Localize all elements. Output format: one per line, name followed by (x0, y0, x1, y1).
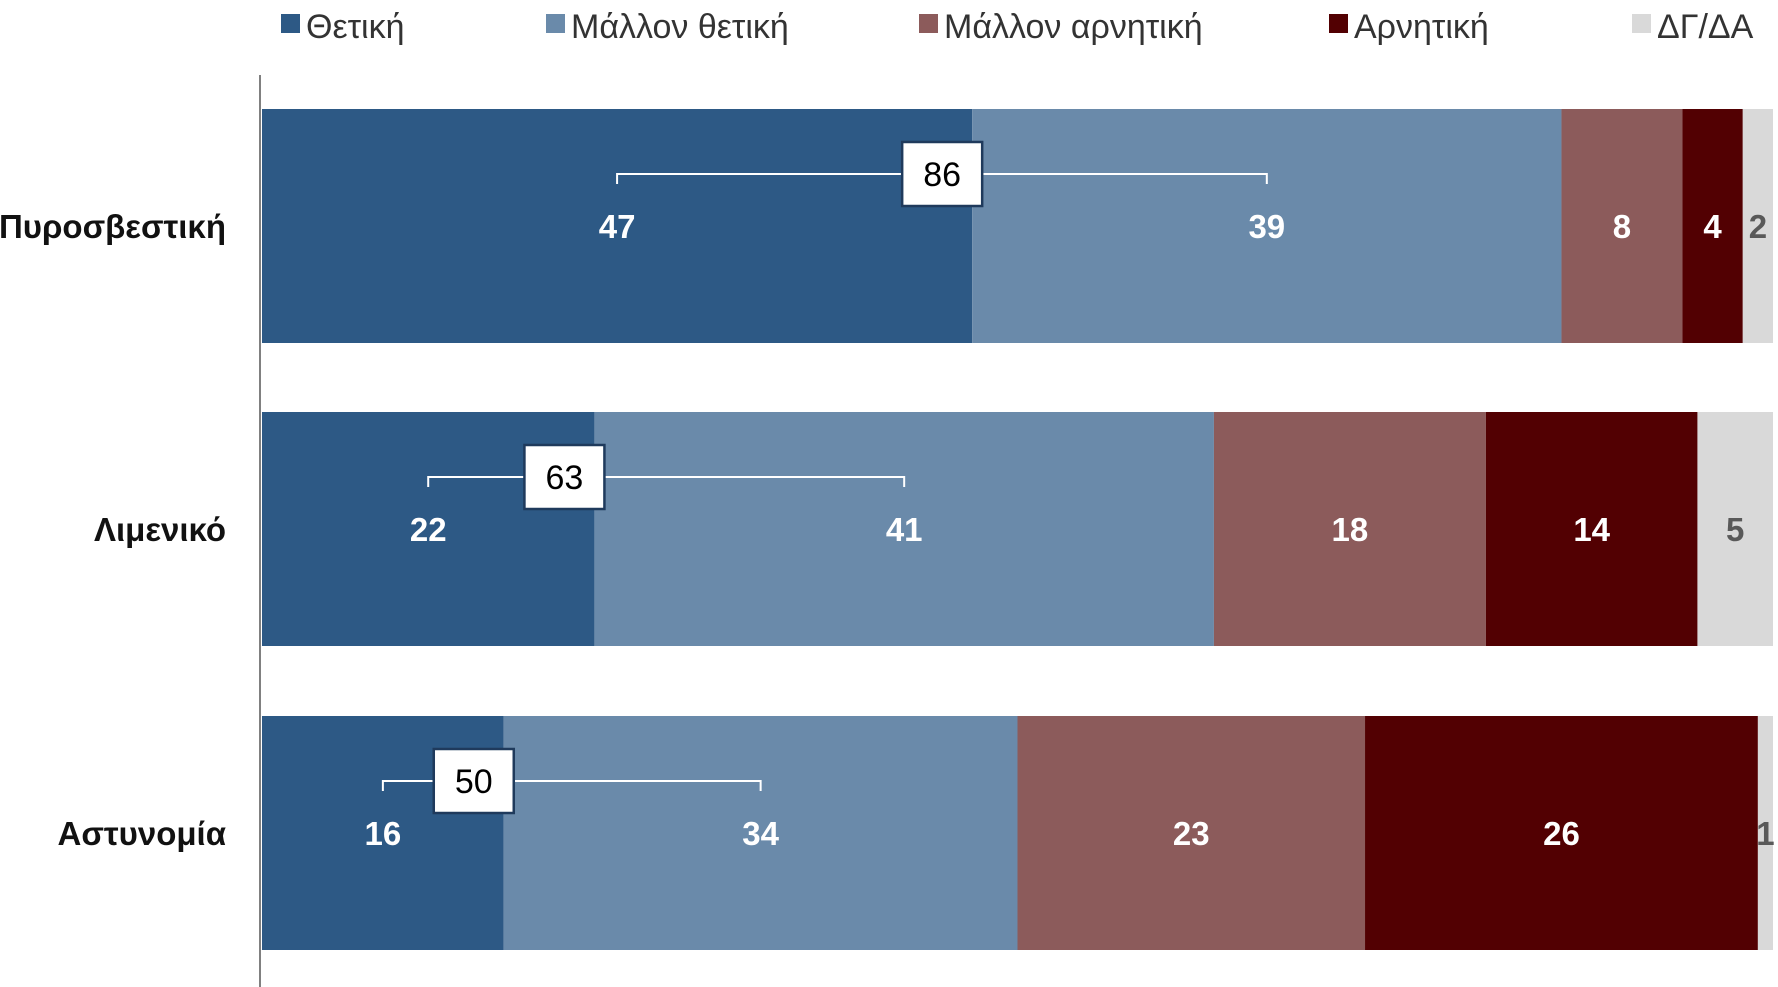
value-label: 41 (886, 511, 923, 548)
total-value-label: 50 (455, 763, 493, 801)
total-bracket (427, 476, 906, 487)
legend-swatch-5 (1632, 14, 1651, 33)
value-label: 14 (1573, 511, 1610, 548)
total-box (432, 747, 516, 815)
value-label: 47 (599, 208, 636, 245)
value-label: 23 (1173, 815, 1210, 852)
total-bracket (381, 780, 762, 791)
legend-swatch-2 (546, 14, 565, 33)
value-label: 22 (410, 511, 447, 548)
total-value-label: 86 (923, 156, 961, 194)
value-label: 34 (742, 815, 779, 852)
bar-segment (1742, 109, 1773, 343)
category-label: Πυροσβεστική (0, 208, 226, 245)
legend-label-4: Αρνητική (1354, 8, 1489, 46)
bar-segment (972, 109, 1562, 343)
bar-segment (1682, 109, 1743, 343)
value-label: 1 (1756, 815, 1774, 852)
legend-label-3: Μάλλον αρνητική (944, 8, 1203, 46)
legend-label-1: Θετική (306, 8, 405, 46)
legend: Θετική Μάλλον θετική Μάλλον αρνητική Αρνητι… (281, 8, 1754, 46)
total-box (523, 443, 606, 511)
legend-swatch-1 (281, 14, 300, 33)
bar-segment (1561, 109, 1683, 343)
legend-swatch-3 (919, 14, 938, 33)
category-labels: Πυροσβεστική Λιμενικό Αστυνομία (0, 208, 226, 852)
bar-segment (1365, 716, 1758, 950)
value-label: 5 (1726, 511, 1744, 548)
value-label: 39 (1248, 208, 1285, 245)
legend-label-2: Μάλλον θετική (571, 8, 789, 46)
positive-total-callouts: 86 63 50 (381, 140, 1268, 815)
value-label: 16 (365, 815, 402, 852)
total-value-label: 63 (546, 459, 584, 497)
value-label: 2 (1749, 208, 1767, 245)
bar-segment (1757, 716, 1773, 950)
legend-swatch-4 (1329, 14, 1348, 33)
value-label: 18 (1332, 511, 1369, 548)
bar-segment (1213, 412, 1486, 646)
category-label: Λιμενικό (94, 511, 226, 548)
category-label: Αστυνομία (58, 815, 227, 852)
value-label: 26 (1543, 815, 1580, 852)
legend-label-5: ΔΓ/ΔΑ (1657, 8, 1754, 46)
bar-segment (262, 109, 973, 343)
value-label: 4 (1703, 208, 1722, 245)
bar-segment (1485, 412, 1698, 646)
bar-segment (503, 716, 1018, 950)
bars-group: 47 39 8 4 222 41 18 14 516 34 23 26 1 (262, 109, 1775, 950)
total-box (900, 140, 984, 208)
bar-segment (1017, 716, 1366, 950)
bar-segment (1697, 412, 1773, 646)
value-label: 8 (1613, 208, 1631, 245)
bar-segment (594, 412, 1214, 646)
